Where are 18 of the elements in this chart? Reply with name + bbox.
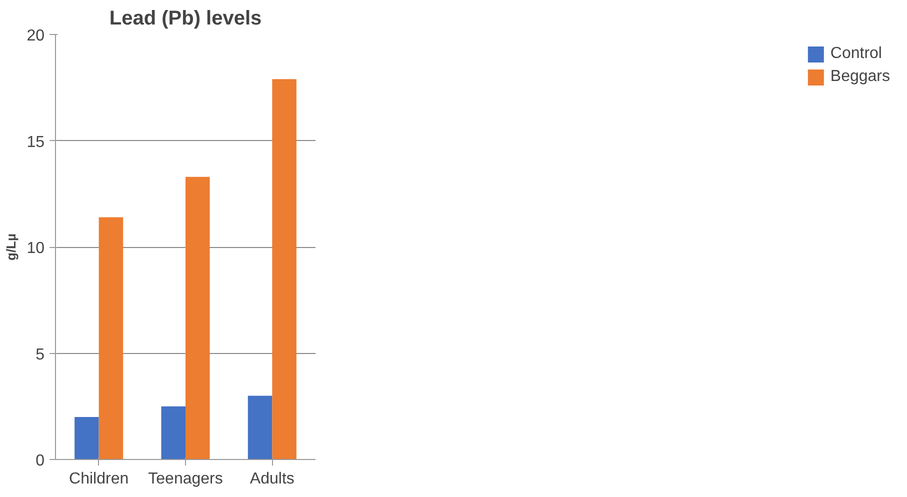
y-tick-label: 20	[26, 28, 45, 44]
bar	[186, 176, 210, 460]
y-tick-label: 5	[36, 346, 45, 364]
y-tick-label: 10	[26, 240, 45, 257]
x-tick-label: Children	[69, 470, 129, 488]
bar	[248, 396, 272, 460]
chart-title: Lead (Pb) levels	[109, 8, 262, 30]
legend-label: Beggars	[830, 68, 890, 86]
bar	[98, 217, 124, 460]
x-tick-label: Teenagers	[148, 470, 223, 488]
bar	[272, 79, 296, 460]
bar	[74, 417, 99, 460]
bar	[161, 406, 186, 460]
legend-label: Control	[830, 45, 882, 63]
x-tick-label: Adults	[250, 470, 294, 488]
y-tick-label: 15	[26, 134, 45, 151]
y-axis-title: g/Lµ	[4, 234, 19, 260]
y-tick-label: 0	[36, 452, 45, 470]
